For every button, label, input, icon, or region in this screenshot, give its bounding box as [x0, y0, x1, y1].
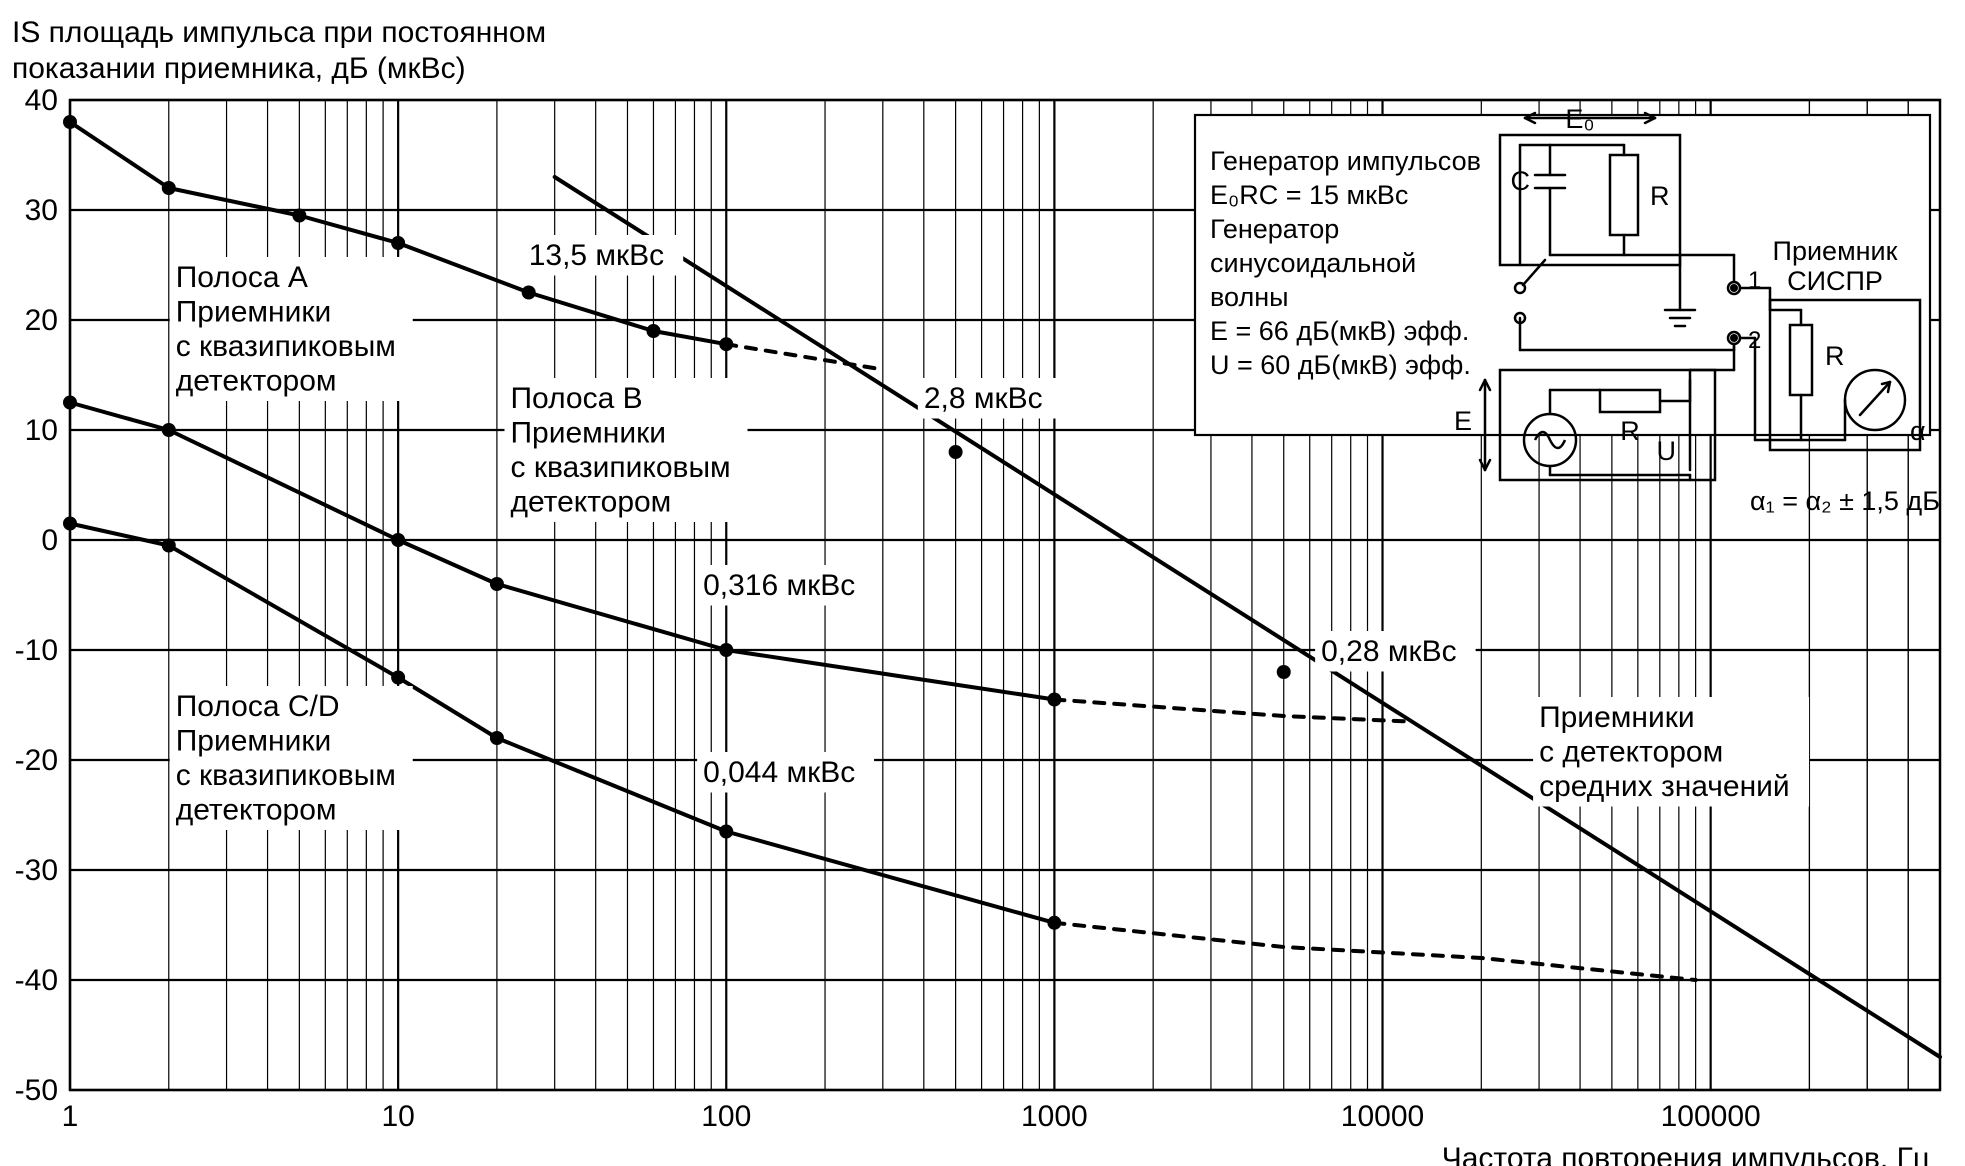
svg-text:20: 20	[25, 304, 58, 337]
svg-text:Генератор: Генератор	[1210, 214, 1339, 244]
svg-text:с квазипиковым: с квазипиковым	[510, 451, 730, 484]
svg-text:-10: -10	[15, 634, 58, 667]
pulse-response-chart: -50 -40 -30 -20 -10 0 10 20 30 40 1 10 100 1000 10000 1…	[0, 0, 1965, 1166]
svg-text:E₀RC = 15 мкВс: E₀RC = 15 мкВс	[1210, 180, 1408, 210]
svg-text:СИСПР: СИСПР	[1787, 266, 1883, 296]
svg-text:10: 10	[25, 414, 58, 447]
svg-text:13,5 мкВс: 13,5 мкВс	[529, 239, 664, 272]
svg-text:α: α	[1910, 416, 1926, 446]
svg-text:1: 1	[1748, 267, 1761, 294]
svg-text:с детектором: с детектором	[1539, 736, 1723, 769]
svg-text:Полоса C/D: Полоса C/D	[176, 690, 340, 723]
svg-text:показании приемника, дБ (мкВс): показании приемника, дБ (мкВс)	[12, 52, 466, 85]
svg-text:R: R	[1825, 341, 1845, 371]
svg-text:30: 30	[25, 194, 58, 227]
svg-text:100: 100	[701, 1100, 751, 1133]
svg-text:0,316 мкВс: 0,316 мкВс	[703, 569, 855, 602]
svg-text:U: U	[1657, 436, 1677, 466]
svg-text:10000: 10000	[1341, 1100, 1424, 1133]
svg-text:Частота повторения импульсов,: Частота повторения импульсов, Гц	[1442, 1142, 1930, 1166]
svg-text:Приемники: Приемники	[176, 725, 332, 758]
svg-text:Приемник: Приемник	[1773, 236, 1898, 266]
svg-text:R: R	[1620, 416, 1640, 446]
svg-text:-20: -20	[15, 744, 58, 777]
svg-text:Приемники: Приемники	[176, 296, 332, 329]
svg-text:IS площадь импульса при постоя: IS площадь импульса при постоянном	[12, 16, 546, 49]
svg-text:E: E	[1454, 406, 1472, 436]
svg-text:с квазипиковым: с квазипиковым	[176, 759, 396, 792]
svg-text:1000: 1000	[1021, 1100, 1088, 1133]
svg-text:синусоидальной: синусоидальной	[1210, 248, 1416, 278]
svg-text:с квазипиковым: с квазипиковым	[176, 330, 396, 363]
svg-text:-40: -40	[15, 964, 58, 997]
svg-text:0,28 мкВс: 0,28 мкВс	[1321, 635, 1456, 668]
svg-text:Полоса A: Полоса A	[176, 261, 308, 294]
svg-text:E = 66 дБ(мкВ) эфф.: E = 66 дБ(мкВ) эфф.	[1210, 316, 1469, 346]
svg-text:2,8 мкВс: 2,8 мкВс	[924, 382, 1043, 415]
svg-text:Приемники: Приемники	[1539, 701, 1695, 734]
svg-text:-50: -50	[15, 1074, 58, 1107]
svg-text:R: R	[1650, 181, 1670, 211]
svg-text:детектором: детектором	[510, 486, 671, 519]
svg-text:-30: -30	[15, 854, 58, 887]
svg-text:Полоса B: Полоса B	[510, 382, 642, 415]
svg-text:U = 60 дБ(мкВ) эфф.: U = 60 дБ(мкВ) эфф.	[1210, 350, 1471, 380]
svg-text:Генератор импульсов: Генератор импульсов	[1210, 146, 1481, 176]
svg-text:детектором: детектором	[176, 794, 337, 827]
svg-text:100000: 100000	[1661, 1100, 1761, 1133]
svg-text:0,044 мкВс: 0,044 мкВс	[703, 756, 855, 789]
svg-text:10: 10	[381, 1100, 414, 1133]
svg-text:40: 40	[25, 84, 58, 117]
svg-text:средних значений: средних значений	[1539, 770, 1790, 803]
svg-text:волны: волны	[1210, 282, 1289, 312]
svg-text:1: 1	[62, 1100, 79, 1133]
svg-text:детектором: детектором	[176, 365, 337, 398]
svg-text:0: 0	[41, 524, 58, 557]
svg-text:α₁ = α₂ ± 1,5 дБ: α₁ = α₂ ± 1,5 дБ	[1750, 486, 1940, 516]
svg-text:Приемники: Приемники	[510, 417, 666, 450]
